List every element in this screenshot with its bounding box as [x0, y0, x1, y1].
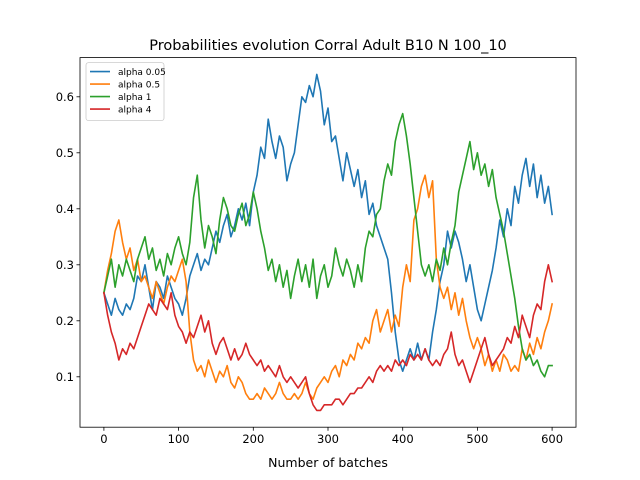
axes: 0 100 200 300 400 500 600 0.1 0.2 0.3 0.4 0.5 0.6	[56, 57, 577, 446]
series-line-0	[102, 73, 553, 372]
legend-box	[85, 62, 165, 121]
legend-label-1: alpha 0.5	[118, 80, 160, 90]
x-tick-label: 600	[541, 432, 563, 446]
series-line-2	[102, 112, 553, 378]
x-tick-label: 0	[100, 432, 107, 446]
x-axis-label: Number of batches	[268, 455, 388, 470]
chart-title: Probabilities evolution Corral Adult B10…	[149, 38, 507, 54]
legend-label-2: alpha 1	[118, 93, 152, 103]
series-line-1	[102, 174, 554, 400]
x-tick-label: 100	[168, 432, 190, 446]
y-tick-label: 0.4	[56, 202, 74, 216]
legend: alpha 0.05 alpha 0.5 alpha 1 alpha 4	[85, 62, 166, 121]
y-tick-label: 0.5	[56, 146, 74, 160]
plot-area	[102, 73, 554, 412]
y-tick-label: 0.6	[56, 90, 74, 104]
y-tick-label: 0.1	[56, 370, 74, 384]
series-line-3	[102, 264, 554, 412]
legend-label-0: alpha 0.05	[118, 68, 166, 78]
y-tick-label: 0.2	[56, 314, 74, 328]
x-tick-label: 300	[317, 432, 339, 446]
x-tick-label: 500	[466, 432, 488, 446]
y-tick-label: 0.3	[56, 258, 74, 272]
x-tick-label: 400	[392, 432, 414, 446]
legend-label-3: alpha 4	[118, 105, 152, 115]
x-tick-label: 200	[242, 432, 264, 446]
